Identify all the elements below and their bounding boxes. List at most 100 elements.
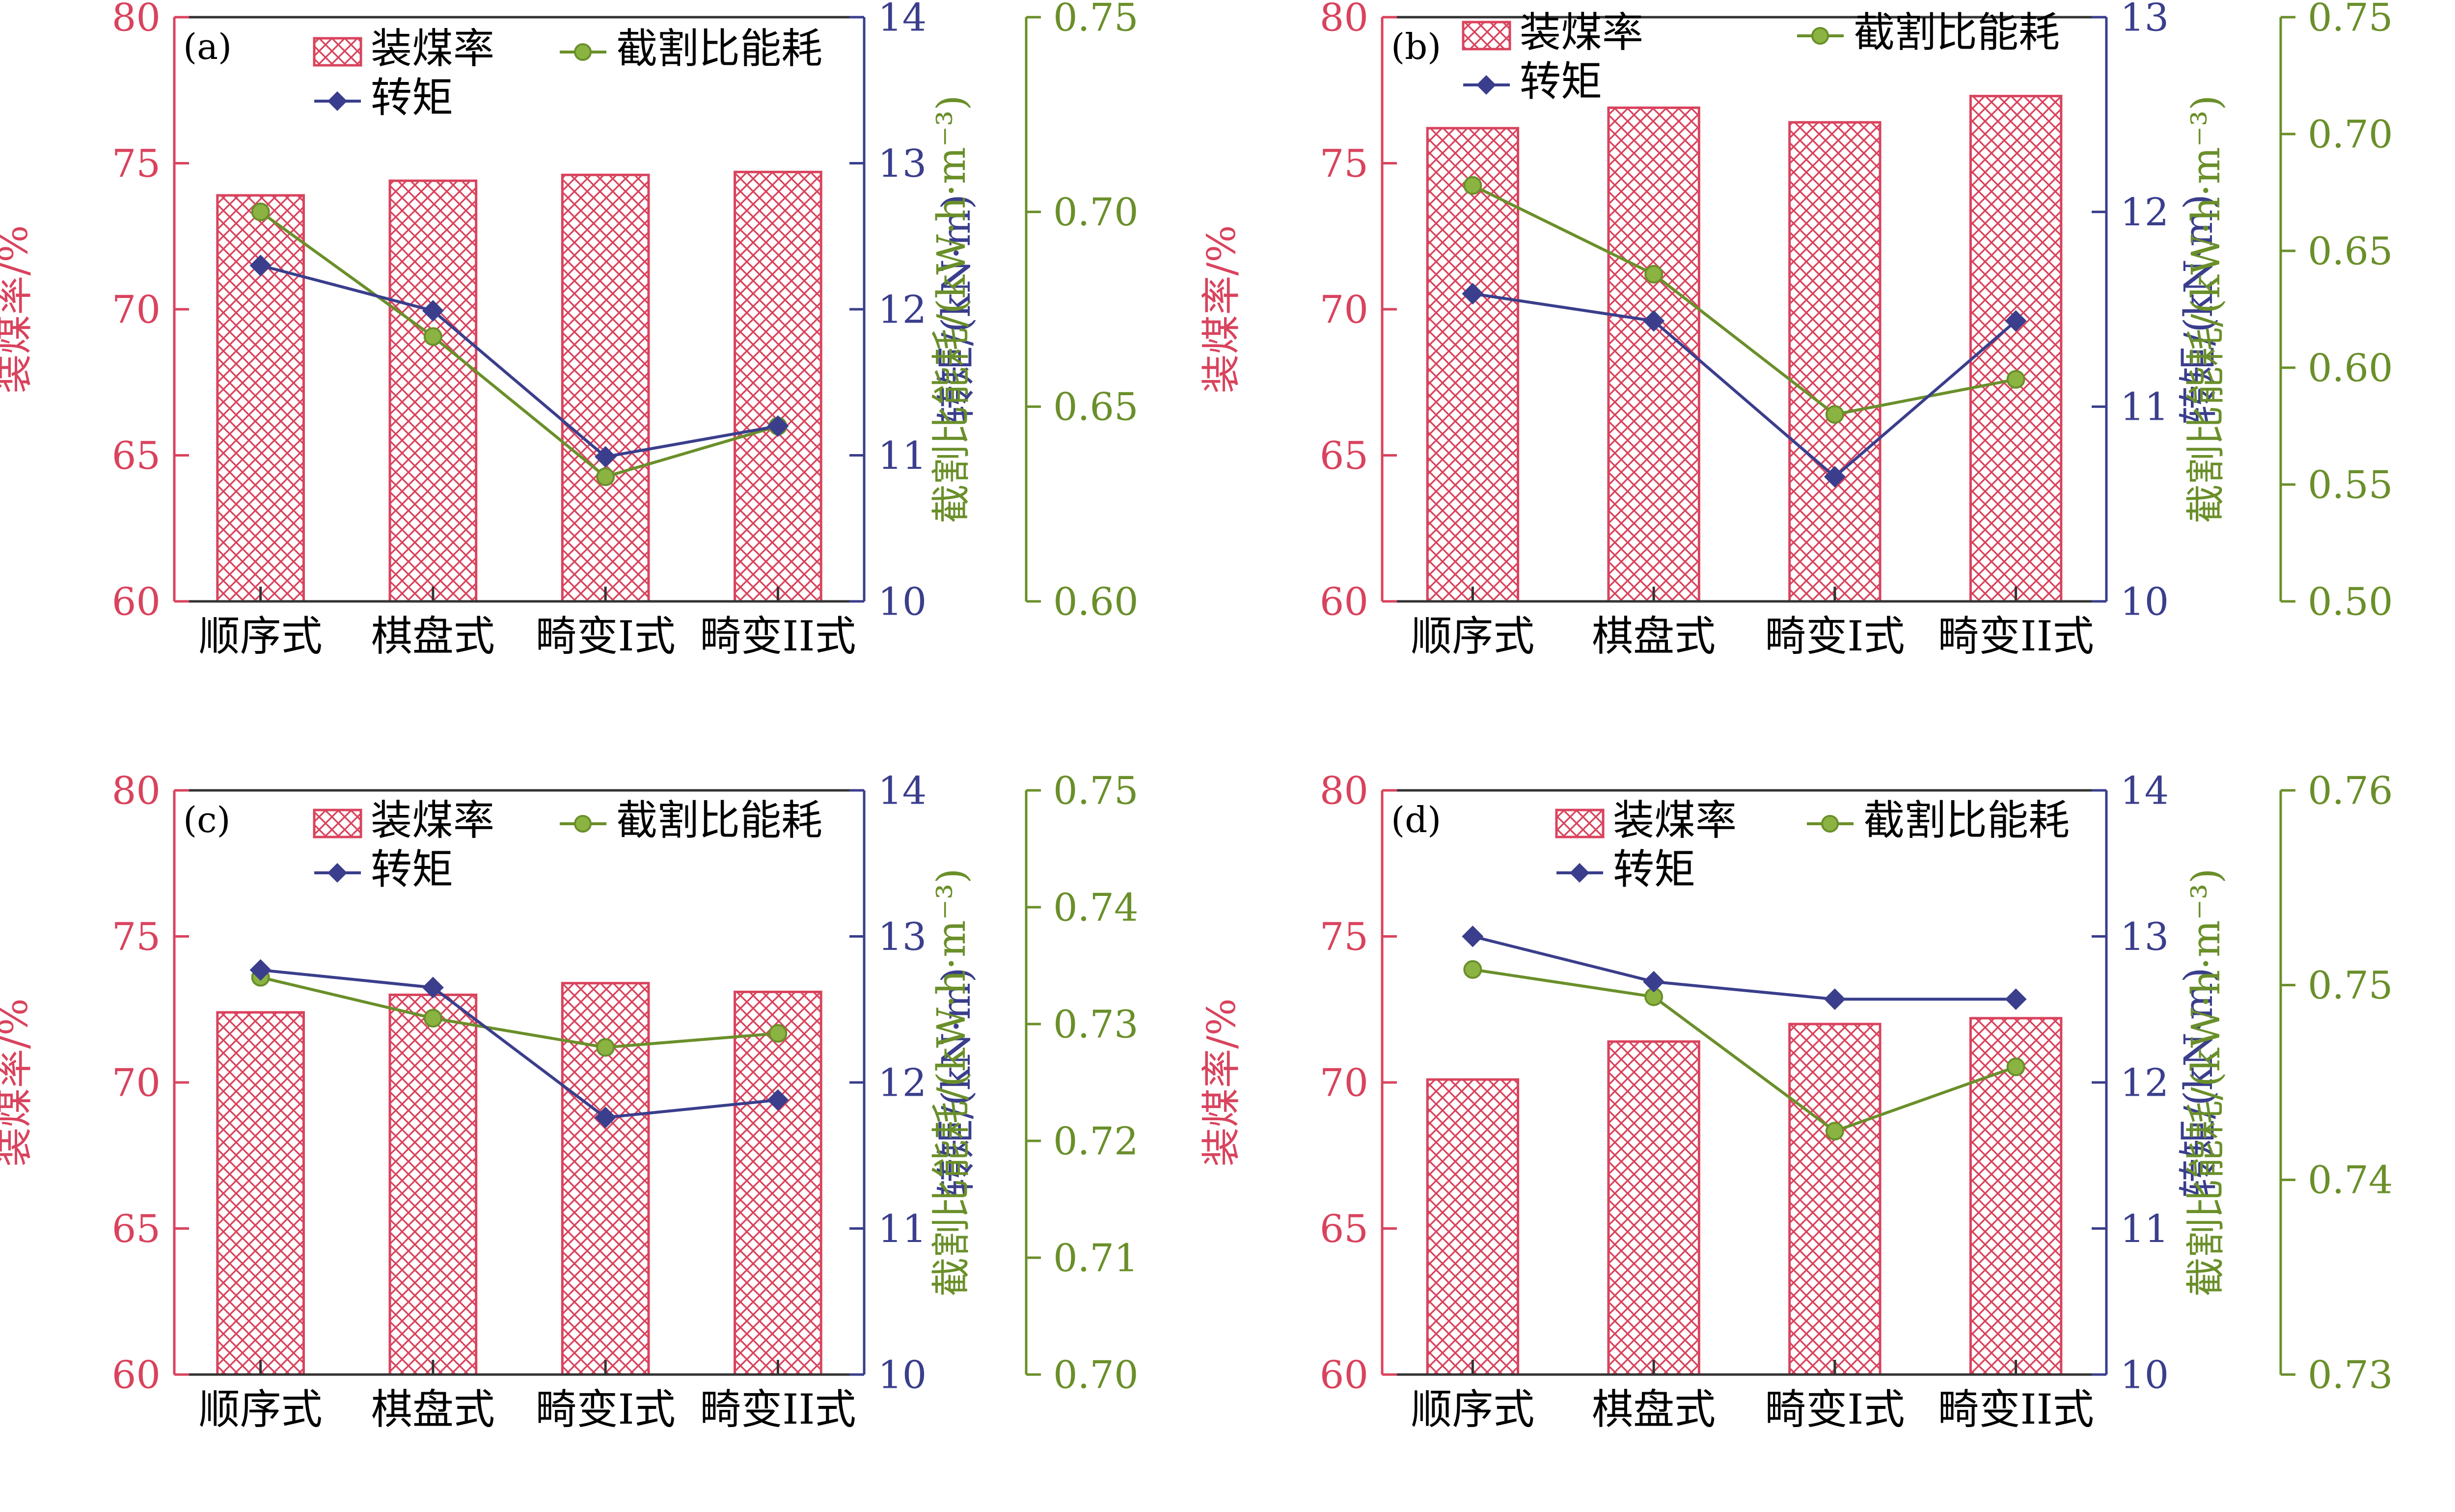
right-1-tick-label: 12 xyxy=(2120,1061,2169,1105)
chart-panel-b: 60 65 70 75 80 10 11 12 13 0.50 0.55 0.60 0.65 0.70 0.… xyxy=(1199,0,2393,660)
left-tick-label: 65 xyxy=(112,434,161,478)
energy-point xyxy=(1644,265,1664,284)
right-2-tick-label: 0.65 xyxy=(2308,229,2393,273)
left-tick-label: 75 xyxy=(112,142,161,186)
legend-label-energy: 截割比能耗 xyxy=(1854,8,2060,56)
right-2-tick-label: 0.74 xyxy=(2308,1159,2393,1203)
left-tick-label: 65 xyxy=(1320,434,1368,478)
right-2-tick-label: 0.73 xyxy=(1053,1002,1139,1047)
left-tick-label: 70 xyxy=(1320,288,1368,332)
right-1-tick-label: 13 xyxy=(878,142,927,186)
left-tick-label: 60 xyxy=(1320,580,1368,624)
torque-point xyxy=(1643,971,1665,993)
bar-3 xyxy=(561,173,650,603)
legend-label-torque: 转矩 xyxy=(1613,845,1695,893)
panel-label: (d) xyxy=(1391,799,1441,840)
left-tick-label: 80 xyxy=(112,0,161,40)
energy-point xyxy=(2006,370,2025,389)
legend-swatch-bar xyxy=(313,37,362,67)
x-tick-label: 畸变I式 xyxy=(1765,1385,1905,1433)
energy-point xyxy=(423,327,442,346)
legend-label-torque: 转矩 xyxy=(371,74,453,122)
legend-swatch-bar xyxy=(313,809,362,838)
legend-marker-energy xyxy=(574,815,592,833)
x-tick-label: 棋盘式 xyxy=(371,612,495,660)
legend-label-torque: 转矩 xyxy=(371,845,453,893)
left-tick-label: 70 xyxy=(112,288,161,332)
right-2-axis-title: 截割比能耗/(kW·h·m⁻³) xyxy=(2183,95,2229,524)
legend-marker-energy xyxy=(1821,815,1839,833)
left-tick-label: 65 xyxy=(112,1207,161,1251)
left-axis-title: 装煤率/% xyxy=(1199,225,1244,394)
torque-point xyxy=(767,1089,789,1111)
torque-point xyxy=(1824,466,1846,488)
legend-marker-torque xyxy=(1476,75,1496,95)
right-1-tick-label: 10 xyxy=(2120,580,2169,624)
right-1-tick-label: 11 xyxy=(878,434,927,478)
bar-4 xyxy=(1969,1017,2063,1376)
left-tick-label: 75 xyxy=(1320,915,1368,959)
energy-point xyxy=(768,1024,788,1043)
torque-line xyxy=(1472,292,2017,479)
x-tick-label: 畸变I式 xyxy=(536,1385,676,1433)
legend-label-bar: 装煤率 xyxy=(1520,8,1643,56)
legend-label-energy: 截割比能耗 xyxy=(616,796,822,844)
right-2-tick-label: 0.75 xyxy=(1053,0,1139,40)
bar-2 xyxy=(1607,1040,1700,1376)
right-1-tick-label: 14 xyxy=(878,769,927,813)
left-tick-label: 60 xyxy=(112,1353,161,1397)
bar-4 xyxy=(734,170,822,603)
energy-line xyxy=(1472,184,2017,416)
left-axis-title: 装煤率/% xyxy=(0,225,36,394)
left-tick-label: 80 xyxy=(1320,769,1368,813)
left-tick-label: 60 xyxy=(1320,1353,1368,1397)
right-1-tick-label: 10 xyxy=(878,580,927,624)
legend-label-bar: 装煤率 xyxy=(1613,796,1737,844)
right-2-tick-label: 0.60 xyxy=(2308,346,2393,390)
energy-point xyxy=(423,1009,442,1028)
right-1-axis-title: 转矩/(kN·m) xyxy=(2176,967,2221,1197)
x-tick-label: 顺序式 xyxy=(199,612,323,660)
bar-1 xyxy=(1426,127,1520,603)
torque-line xyxy=(260,264,778,459)
x-tick-label: 顺序式 xyxy=(1411,1385,1534,1433)
right-2-tick-label: 0.73 xyxy=(2308,1353,2393,1397)
left-tick-label: 75 xyxy=(112,915,161,959)
right-1-tick-label: 13 xyxy=(2120,0,2169,40)
torque-line xyxy=(260,968,778,1119)
legend-label-bar: 装煤率 xyxy=(371,25,494,73)
right-2-tick-label: 0.75 xyxy=(1053,769,1139,813)
right-2-tick-label: 0.76 xyxy=(2308,769,2393,813)
x-tick-label: 畸变I式 xyxy=(1765,612,1905,660)
bar-3 xyxy=(1788,1023,1882,1376)
left-tick-label: 70 xyxy=(112,1061,161,1105)
right-1-tick-label: 10 xyxy=(2120,1353,2169,1397)
chart-panel-a: 60 65 70 75 80 10 11 12 13 14 0.60 0.65 0.70 0.75 顺序式棋… xyxy=(0,0,1139,660)
left-tick-label: 70 xyxy=(1320,1061,1368,1105)
right-2-tick-label: 0.65 xyxy=(1053,385,1139,430)
x-tick-label: 顺序式 xyxy=(199,1385,323,1433)
right-2-tick-label: 0.55 xyxy=(2308,463,2393,507)
bar-1 xyxy=(1426,1078,1520,1376)
torque-point xyxy=(767,415,789,437)
right-1-tick-label: 12 xyxy=(878,1061,927,1105)
panel-label: (c) xyxy=(183,799,231,840)
left-tick-label: 80 xyxy=(1320,0,1368,40)
chart-panel-d: 60 65 70 75 80 10 11 12 13 14 0.73 0.74 0.75 0.76 顺序式 棋… xyxy=(1199,769,2393,1433)
torque-point xyxy=(1462,283,1484,305)
bar-2 xyxy=(1607,106,1700,603)
energy-point xyxy=(1825,1122,1844,1141)
right-2-axis-title: 截割比能耗/(kW·h·m⁻³) xyxy=(928,95,974,524)
torque-point xyxy=(595,1107,617,1129)
right-1-tick-label: 11 xyxy=(878,1207,927,1251)
torque-point xyxy=(595,446,617,468)
left-axis-title: 装煤率/% xyxy=(1199,999,1244,1167)
legend-marker-torque xyxy=(327,91,347,111)
right-2-tick-label: 0.71 xyxy=(1053,1236,1139,1280)
right-2-tick-label: 0.50 xyxy=(2308,580,2393,624)
right-1-tick-label: 14 xyxy=(2120,769,2169,813)
energy-line xyxy=(1472,968,2017,1133)
right-1-tick-label: 11 xyxy=(2120,385,2169,430)
torque-point xyxy=(2005,310,2027,332)
